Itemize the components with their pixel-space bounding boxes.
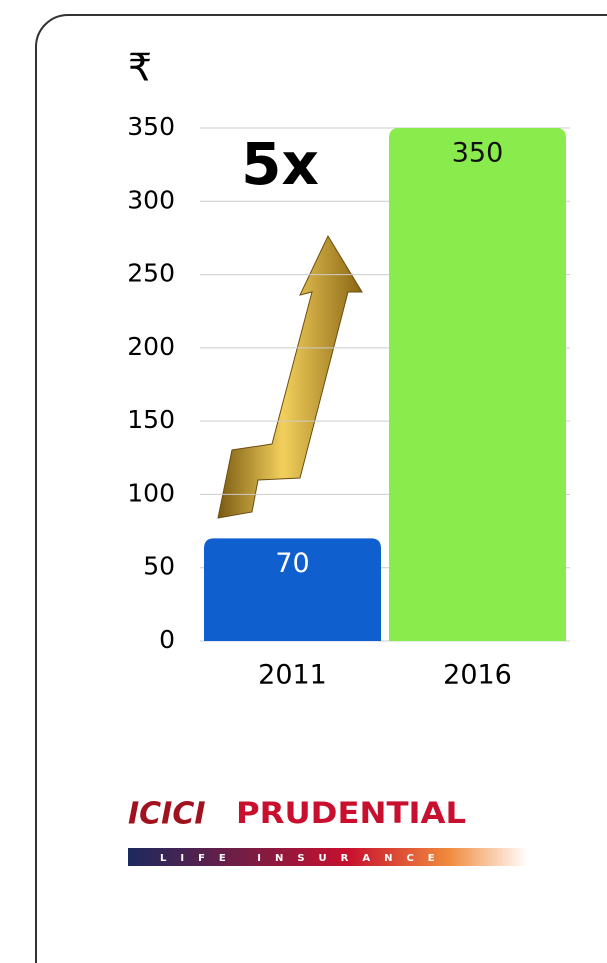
- value-label: 70: [275, 548, 309, 579]
- bar: [389, 128, 566, 641]
- logo: ICICI PRUDENTIAL LIFE INSURANCE: [128, 796, 528, 866]
- y-tick-label: 50: [143, 552, 175, 581]
- y-tick-label: 250: [127, 259, 175, 288]
- y-tick-label: 300: [127, 185, 175, 214]
- logo-brand: ICICI: [128, 797, 206, 832]
- annotation: 5x: [241, 130, 319, 198]
- y-tick-label: 200: [127, 332, 175, 361]
- logo-band: [128, 848, 528, 866]
- growth-arrow: [217, 234, 363, 519]
- y-tick-label: 100: [127, 478, 175, 507]
- y-tick-label: 350: [127, 112, 175, 141]
- y-tick-label: 150: [127, 405, 175, 434]
- y-tick-label: 0: [159, 625, 175, 654]
- logo-tagline: LIFE INSURANCE: [160, 853, 449, 864]
- unit-label: ₹: [128, 46, 152, 90]
- x-tick-label: 2011: [258, 660, 327, 691]
- plot: 0 50 100 150 200 250 300 350 70 2011 350 2016: [127, 112, 570, 691]
- x-tick-label: 2016: [443, 660, 512, 691]
- bar: [204, 538, 381, 641]
- logo-name: PRUDENTIAL: [236, 796, 466, 830]
- value-label: 350: [452, 138, 504, 169]
